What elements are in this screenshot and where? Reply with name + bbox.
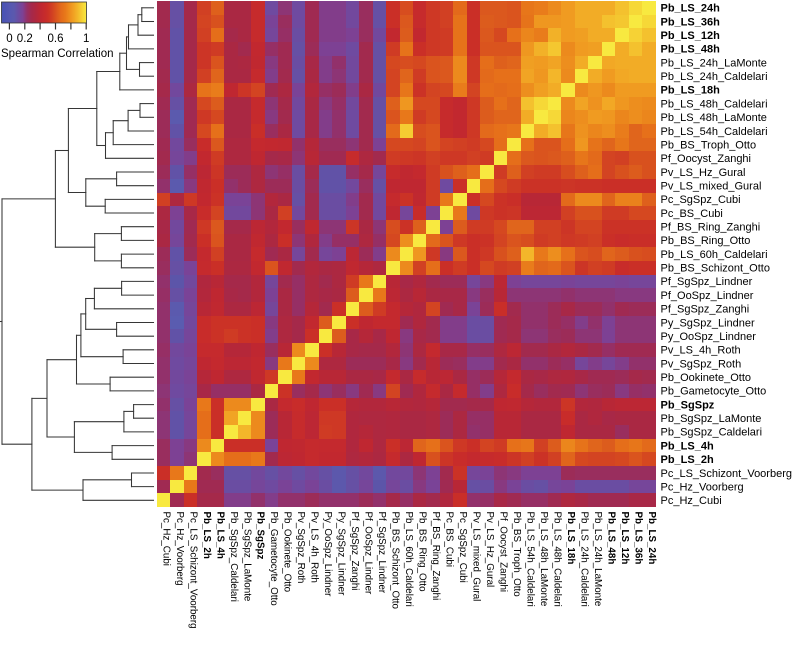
svg-text:Pb_SgSpz_Caldelari: Pb_SgSpz_Caldelari	[661, 427, 763, 439]
svg-text:Pc_SgSpz_Cubi: Pc_SgSpz_Cubi	[661, 194, 741, 206]
svg-text:Pv_LS_mixed_Gural: Pv_LS_mixed_Gural	[471, 512, 482, 602]
svg-text:Pb_SgSpz_LaMonte: Pb_SgSpz_LaMonte	[241, 512, 252, 602]
svg-text:Pb_LS_36h: Pb_LS_36h	[632, 512, 643, 565]
svg-text:Pb_LS_4h: Pb_LS_4h	[661, 440, 714, 452]
svg-text:Pf_SgSpz_Zanghi: Pf_SgSpz_Zanghi	[349, 512, 360, 591]
svg-text:Pc_Hz_Cubi: Pc_Hz_Cubi	[160, 512, 171, 566]
svg-text:Pb_Ookinete_Otto: Pb_Ookinete_Otto	[282, 512, 293, 593]
svg-text:Pb_BS_Troph_Otto: Pb_BS_Troph_Otto	[661, 139, 757, 151]
svg-text:Pf_BS_Ring_Zanghi: Pf_BS_Ring_Zanghi	[430, 512, 441, 601]
svg-text:Pf_Oocyst_Zanghi: Pf_Oocyst_Zanghi	[661, 153, 752, 165]
svg-text:Spearman Correlation: Spearman Correlation	[1, 48, 114, 60]
svg-text:Pb_BS_Troph_Otto: Pb_BS_Troph_Otto	[511, 512, 522, 598]
svg-text:Pb_LS_2h: Pb_LS_2h	[661, 454, 714, 466]
svg-text:Pf_SgSpz_Lindner: Pf_SgSpz_Lindner	[376, 512, 387, 594]
svg-text:Pb_LS_24h: Pb_LS_24h	[646, 512, 657, 565]
svg-text:Pb_BS_Ring_Otto: Pb_BS_Ring_Otto	[661, 235, 751, 247]
svg-text:Pb_LS_24h_Caldelari: Pb_LS_24h_Caldelari	[578, 512, 589, 607]
svg-text:Pf_OoSpz_Lindner: Pf_OoSpz_Lindner	[363, 512, 374, 596]
svg-text:Pv_SgSpz_Roth: Pv_SgSpz_Roth	[295, 512, 306, 584]
svg-text:0: 0	[6, 33, 12, 45]
svg-text:Pc_LS_Schizont_Voorberg: Pc_LS_Schizont_Voorberg	[187, 512, 198, 629]
svg-text:Pb_LS_48h: Pb_LS_48h	[661, 44, 721, 56]
svg-text:Pb_LS_48h_Caldelari: Pb_LS_48h_Caldelari	[551, 512, 562, 607]
svg-text:Pb_LS_60h_Caldelari: Pb_LS_60h_Caldelari	[403, 512, 414, 607]
svg-text:Pb_Ookinete_Otto: Pb_Ookinete_Otto	[661, 372, 752, 384]
svg-text:Pb_BS_Ring_Otto: Pb_BS_Ring_Otto	[417, 512, 428, 593]
svg-text:Pb_SgSpz: Pb_SgSpz	[661, 399, 715, 411]
svg-text:Pf_Oocyst_Zanghi: Pf_Oocyst_Zanghi	[498, 512, 509, 593]
svg-text:Pb_SgSpz_Caldelari: Pb_SgSpz_Caldelari	[228, 512, 239, 602]
svg-text:Py_OoSpz_Lindner: Py_OoSpz_Lindner	[661, 331, 757, 343]
svg-text:Pb_SgSpz_LaMonte: Pb_SgSpz_LaMonte	[661, 413, 762, 425]
svg-text:Pb_BS_Schizont_Otto: Pb_BS_Schizont_Otto	[661, 263, 770, 275]
svg-text:Pb_LS_12h: Pb_LS_12h	[619, 512, 630, 565]
svg-text:0.2: 0.2	[17, 33, 33, 45]
svg-text:Pb_SgSpz: Pb_SgSpz	[255, 512, 266, 560]
svg-text:Pv_LS_Hz_Gural: Pv_LS_Hz_Gural	[661, 167, 746, 179]
svg-text:Pb_Gametocyte_Otto: Pb_Gametocyte_Otto	[268, 512, 279, 607]
svg-text:Py_OoSpz_Lindner: Py_OoSpz_Lindner	[322, 512, 333, 598]
svg-text:Pv_LS_Hz_Gural: Pv_LS_Hz_Gural	[484, 512, 495, 588]
svg-text:Pb_LS_24h_LaMonte: Pb_LS_24h_LaMonte	[661, 57, 767, 69]
svg-text:Pb_LS_24h_LaMonte: Pb_LS_24h_LaMonte	[592, 512, 603, 607]
svg-text:Pb_LS_4h: Pb_LS_4h	[214, 512, 225, 559]
svg-text:Pf_SgSpz_Lindner: Pf_SgSpz_Lindner	[661, 276, 753, 288]
svg-text:Pv_LS_mixed_Gural: Pv_LS_mixed_Gural	[661, 181, 762, 193]
svg-text:Pb_LS_48h_LaMonte: Pb_LS_48h_LaMonte	[538, 512, 549, 607]
svg-text:Pf_BS_Ring_Zanghi: Pf_BS_Ring_Zanghi	[661, 222, 761, 234]
svg-text:Pc_LS_Schizont_Voorberg: Pc_LS_Schizont_Voorberg	[661, 468, 792, 480]
svg-text:Pf_OoSpz_Lindner: Pf_OoSpz_Lindner	[661, 290, 754, 302]
svg-text:Pb_LS_60h_Caldelari: Pb_LS_60h_Caldelari	[661, 249, 768, 261]
svg-text:0.6: 0.6	[48, 33, 64, 45]
svg-text:Pc_Hz_Voorberg: Pc_Hz_Voorberg	[661, 481, 744, 493]
svg-text:Pv_LS_4h_Roth: Pv_LS_4h_Roth	[661, 345, 741, 357]
svg-text:Pb_LS_24h_Caldelari: Pb_LS_24h_Caldelari	[661, 71, 768, 83]
svg-text:1: 1	[83, 33, 89, 45]
svg-text:Pb_LS_48h: Pb_LS_48h	[605, 512, 616, 565]
svg-text:Pc_BS_Cubi: Pc_BS_Cubi	[661, 208, 723, 220]
svg-text:Pf_SgSpz_Zanghi: Pf_SgSpz_Zanghi	[661, 304, 750, 316]
svg-text:Pb_LS_12h: Pb_LS_12h	[661, 30, 721, 42]
svg-text:Py_SgSpz_Lindner: Py_SgSpz_Lindner	[336, 512, 347, 597]
svg-text:Pb_LS_24h: Pb_LS_24h	[661, 3, 721, 15]
svg-text:Pb_BS_Schizont_Otto: Pb_BS_Schizont_Otto	[390, 512, 401, 610]
svg-text:Pb_LS_48h_LaMonte: Pb_LS_48h_LaMonte	[661, 112, 767, 124]
svg-text:Pb_LS_18h: Pb_LS_18h	[661, 85, 721, 97]
svg-text:Pc_BS_Cubi: Pc_BS_Cubi	[444, 512, 455, 568]
svg-text:Pb_LS_2h: Pb_LS_2h	[201, 512, 212, 559]
svg-text:Pv_SgSpz_Roth: Pv_SgSpz_Roth	[661, 358, 742, 370]
svg-text:Pb_LS_54h_Caldelari: Pb_LS_54h_Caldelari	[661, 126, 768, 138]
svg-text:Py_SgSpz_Lindner: Py_SgSpz_Lindner	[661, 317, 756, 329]
svg-text:Pb_Gametocyte_Otto: Pb_Gametocyte_Otto	[661, 386, 767, 398]
svg-text:Pb_LS_48h_Caldelari: Pb_LS_48h_Caldelari	[661, 98, 768, 110]
svg-text:Pb_LS_36h: Pb_LS_36h	[661, 16, 721, 28]
svg-text:Pv_LS_4h_Roth: Pv_LS_4h_Roth	[309, 512, 320, 583]
svg-text:Pc_Hz_Voorberg: Pc_Hz_Voorberg	[174, 512, 185, 586]
svg-text:Pc_Hz_Cubi: Pc_Hz_Cubi	[661, 495, 722, 507]
svg-text:Pc_SgSpz_Cubi: Pc_SgSpz_Cubi	[457, 512, 468, 583]
svg-text:Pb_LS_54h_Caldelari: Pb_LS_54h_Caldelari	[524, 512, 535, 607]
svg-text:Pb_LS_18h: Pb_LS_18h	[565, 512, 576, 565]
